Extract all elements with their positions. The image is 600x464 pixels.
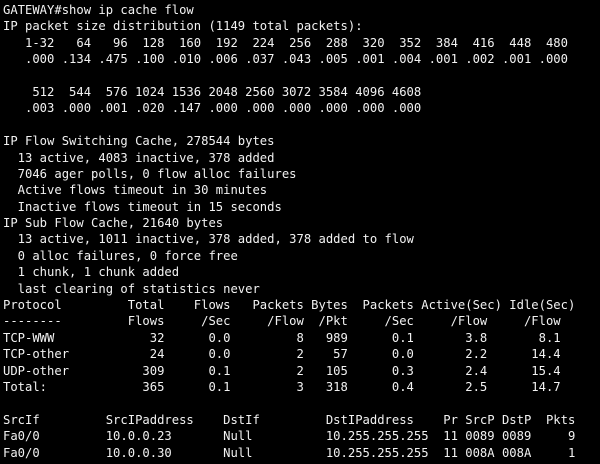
blank-line <box>3 68 600 84</box>
packet-size-distribution-title: IP packet size distribution (1149 total … <box>3 19 363 34</box>
size-buckets-row-1: 1-32 64 96 128 160 192 224 256 288 320 3… <box>3 35 568 50</box>
chunk-stats: 1 chunk, 1 chunk added <box>3 265 180 280</box>
sub-flow-active-stats: 13 active, 1011 inactive, 378 added, 378… <box>3 232 414 247</box>
flow-cache-ager-stats: 7046 ager polls, 0 flow alloc failures <box>3 166 297 181</box>
protocol-row-tcp-other: TCP-other 24 0.0 2 57 0.0 2.2 14.4 <box>3 347 561 362</box>
alloc-failures-stats: 0 alloc failures, 0 force free <box>3 248 238 263</box>
active-flows-timeout: Active flows timeout in 30 minutes <box>3 183 268 198</box>
size-fractions-row-1: .000 .134 .475 .100 .010 .006 .037 .043 … <box>3 52 568 67</box>
flow-switching-cache-title: IP Flow Switching Cache, 278544 bytes <box>3 134 275 149</box>
protocol-table-header: Protocol Total Flows Packets Bytes Packe… <box>3 298 576 313</box>
protocol-table-subheader: -------- Flows /Sec /Flow /Pkt /Sec /Flo… <box>3 314 561 329</box>
flow-table-header: SrcIf SrcIPaddress DstIf DstIPaddress Pr… <box>3 412 576 427</box>
flow-cache-active-stats: 13 active, 4083 inactive, 378 added <box>3 150 275 165</box>
size-buckets-row-2: 512 544 576 1024 1536 2048 2560 3072 358… <box>3 84 422 99</box>
size-fractions-row-2: .003 .000 .001 .020 .147 .000 .000 .000 … <box>3 101 422 116</box>
sub-flow-cache-title: IP Sub Flow Cache, 21640 bytes <box>3 216 224 231</box>
flow-table-row: Fa0/0 10.0.0.23 Null 10.255.255.255 11 0… <box>3 429 576 444</box>
flow-table-row: Fa0/0 10.0.0.30 Null 10.255.255.255 11 0… <box>3 445 576 460</box>
blank-line <box>3 117 600 133</box>
command-line: GATEWAY#show ip cache flow <box>3 3 194 17</box>
protocol-row-total: Total: 365 0.1 3 318 0.4 2.5 14.7 <box>3 379 561 394</box>
protocol-row-tcp-www: TCP-WWW 32 0.0 8 989 0.1 3.8 8.1 <box>3 330 561 345</box>
blank-line <box>3 395 600 411</box>
inactive-flows-timeout: Inactive flows timeout in 15 seconds <box>3 199 282 214</box>
last-clearing-stats: last clearing of statistics never <box>3 281 260 296</box>
protocol-row-udp-other: UDP-other 309 0.1 2 105 0.3 2.4 15.4 <box>3 363 561 378</box>
